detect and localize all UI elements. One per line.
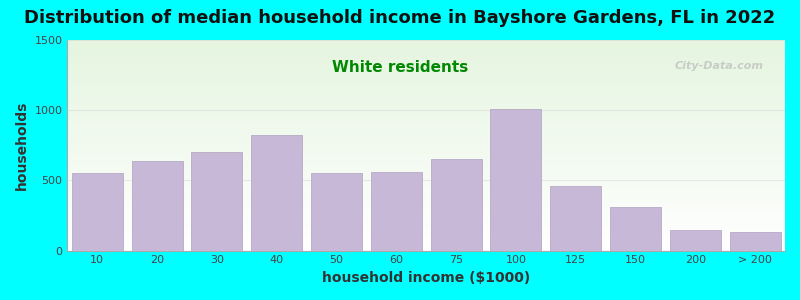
Text: White residents: White residents — [332, 60, 468, 75]
Bar — [430, 159, 482, 250]
Bar — [191, 152, 242, 250]
Text: Distribution of median household income in Bayshore Gardens, FL in 2022: Distribution of median household income … — [24, 9, 776, 27]
Bar — [550, 186, 601, 250]
Y-axis label: households: households — [15, 100, 29, 190]
X-axis label: household income ($1000): household income ($1000) — [322, 271, 530, 285]
Bar — [311, 173, 362, 250]
Bar — [730, 232, 781, 250]
Bar — [610, 207, 661, 250]
Bar — [371, 172, 422, 250]
Bar — [132, 161, 182, 250]
Bar — [251, 136, 302, 250]
Bar — [72, 173, 122, 250]
Bar — [490, 109, 542, 250]
Text: City-Data.com: City-Data.com — [674, 61, 763, 71]
Bar — [670, 230, 721, 250]
